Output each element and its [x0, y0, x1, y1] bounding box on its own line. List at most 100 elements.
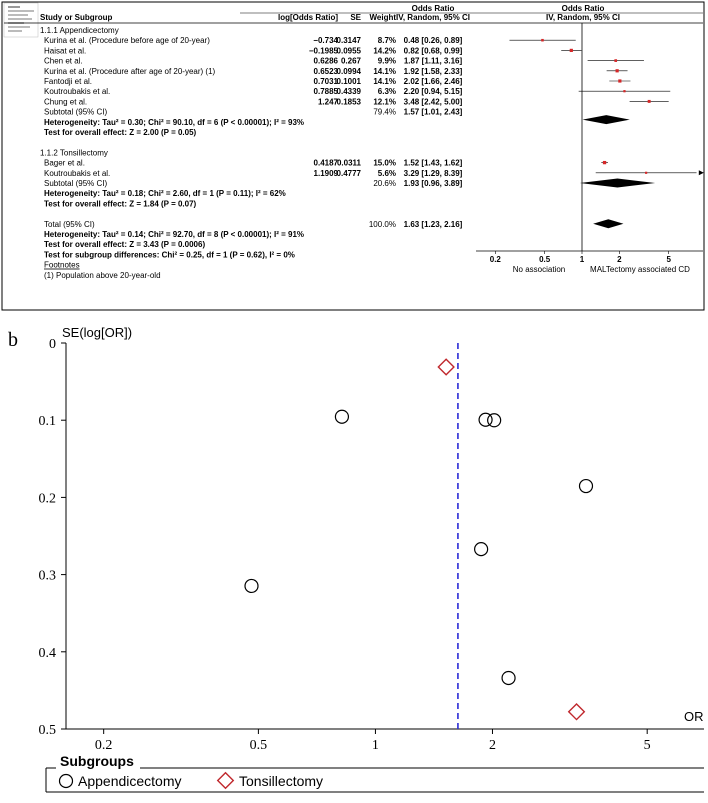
forest-left-label: No association	[513, 265, 565, 274]
panel-label: b	[8, 329, 18, 351]
x-tick-label: 2	[489, 738, 496, 753]
appendicectomy-point	[474, 542, 489, 557]
study-name: Chen et al.	[44, 57, 83, 66]
footnotes-title: Footnotes	[44, 261, 80, 270]
study-se: 0.0311	[337, 159, 362, 168]
appendicectomy-point	[501, 670, 516, 686]
study-name: Kurina et al. (Procedure after age of 20…	[44, 67, 216, 76]
study-weight: 12.1%	[373, 97, 396, 106]
study-ci: 3.48 [2.42, 5.00]	[404, 97, 463, 106]
study-ci: 2.02 [1.66, 2.46]	[404, 77, 463, 86]
total-weight: 100.0%	[369, 220, 396, 229]
study-name: Chung et al.	[44, 97, 87, 106]
legend: Subgroups Appendicectomy Tonsillectomy	[45, 753, 704, 793]
total-label: Total (95% CI)	[44, 220, 95, 229]
study-se: 0.4777	[337, 169, 362, 178]
study-point	[618, 79, 622, 83]
header-log-or: log[Odds Ratio]	[278, 13, 338, 22]
study-se: 0.0955	[337, 46, 362, 55]
funnel-axes: 0 0.1 0.2 0.3 0.4 0.5 0.2 0.5 1 2 5	[39, 337, 704, 753]
header-study: Study or Subgroup	[40, 13, 113, 22]
x-tick-label: 0.2	[95, 738, 113, 753]
forest-tick-label: 0.2	[490, 255, 502, 264]
forest-plot: Study or Subgroup log[Odds Ratio] SE Wei…	[1, 1, 705, 311]
overall-effect-text: Test for overall effect: Z = 1.84 (P = 0…	[44, 199, 197, 208]
study-point	[615, 69, 619, 73]
footnote-text: (1) Population above 20-year-old	[44, 271, 161, 280]
legend-appendicectomy-label: Appendicectomy	[78, 773, 182, 789]
study-point	[569, 48, 573, 53]
y-tick-label: 0.1	[39, 414, 57, 429]
study-ci: 3.29 [1.29, 8.39]	[404, 169, 463, 178]
study-ci: 0.82 [0.68, 0.99]	[404, 46, 463, 55]
publisher-thumbnail	[3, 2, 39, 38]
study-point	[614, 59, 618, 62]
heterogeneity-text: Heterogeneity: Tau² = 0.30; Chi² = 90.10…	[44, 118, 304, 127]
study-se: 0.1853	[337, 97, 362, 106]
study-se: 0.267	[341, 57, 362, 66]
study-weight: 14.1%	[373, 77, 396, 86]
appendicectomy-point	[487, 413, 502, 428]
study-ci: 1.52 [1.43, 1.62]	[404, 159, 463, 168]
funnel-plot: b SE(log[OR]) 00.10.20.30.40.50.2 0.5 1 2 5 …	[8, 325, 704, 753]
study-se: 0.3147	[337, 36, 362, 45]
header-plot-sub: IV, Random, 95% CI	[546, 13, 620, 22]
x-tick-label: 1	[372, 738, 379, 753]
study-log-or: 1.1909	[314, 169, 339, 178]
study-point	[602, 160, 607, 165]
study-log-or: 0.7031	[314, 77, 339, 86]
total-diamond	[593, 219, 624, 229]
subgroup-difference-text: Test for subgroup differences: Chi² = 0.…	[44, 250, 295, 259]
study-weight: 8.7%	[378, 36, 396, 45]
study-ci: 1.92 [1.58, 2.33]	[404, 67, 463, 76]
study-se: 0.4339	[337, 87, 362, 96]
subgroup-title: 1.1.1 Appendicectomy	[40, 26, 119, 35]
x-axis-title: OR	[684, 709, 704, 724]
study-name: Bager et al.	[44, 159, 85, 168]
subtotal-weight: 79.4%	[373, 108, 396, 117]
legend-tonsillectomy-label: Tonsillectomy	[239, 773, 323, 789]
study-weight: 14.1%	[373, 67, 396, 76]
appendicectomy-point	[478, 412, 493, 427]
study-ci: 0.48 [0.26, 0.89]	[404, 36, 463, 45]
appendicectomy-point	[334, 409, 350, 424]
subtotal-label: Subtotal (95% CI)	[44, 108, 107, 117]
x-tick-label: 5	[644, 738, 651, 753]
subtotal-ci: 1.57 [1.01, 2.43]	[404, 108, 463, 117]
study-name: Kurina et al. (Procedure before age of 2…	[44, 36, 210, 45]
study-point	[541, 38, 544, 42]
study-log-or: 1.247	[318, 97, 339, 106]
funnel-points	[244, 358, 594, 721]
subgroup-title: 1.1.2 Tonsillectomy	[40, 148, 108, 157]
header-or-sub: IV, Random, 95% CI	[396, 13, 470, 22]
subtotal-diamond	[579, 178, 656, 188]
y-tick-label: 0.2	[39, 491, 57, 506]
study-log-or: 0.7885	[314, 87, 339, 96]
forest-right-label: MALTectomy associated CD	[590, 265, 690, 274]
forest-tick-label: 1	[580, 255, 585, 264]
study-weight: 15.0%	[373, 159, 396, 168]
forest-tick-label: 2	[617, 255, 622, 264]
study-log-or: 0.6523	[314, 67, 339, 76]
legend-tonsillectomy-marker	[216, 771, 235, 790]
study-name: Fantodji et al.	[44, 77, 92, 86]
x-tick-label: 0.5	[250, 738, 268, 753]
study-log-or: −0.1985	[309, 46, 339, 55]
study-log-or: 0.6286	[314, 57, 339, 66]
y-tick-label: 0.5	[39, 723, 57, 738]
subtotal-ci: 1.93 [0.96, 3.89]	[404, 179, 463, 188]
study-log-or: −0.734	[313, 36, 338, 45]
study-name: Koutroubakis et al.	[44, 169, 110, 178]
legend-appendicectomy-marker	[58, 773, 74, 789]
subtotal-weight: 20.6%	[373, 179, 396, 188]
y-tick-label: 0.3	[39, 569, 57, 584]
forest-tick-label: 0.5	[539, 255, 551, 264]
total-heterogeneity-text: Heterogeneity: Tau² = 0.14; Chi² = 92.70…	[44, 230, 304, 239]
appendicectomy-point	[578, 478, 594, 494]
header-plot-group: Odds Ratio	[562, 4, 605, 13]
y-tick-label: 0.4	[39, 646, 57, 661]
total-ci: 1.63 [1.23, 2.16]	[404, 220, 463, 229]
subtotal-label: Subtotal (95% CI)	[44, 179, 107, 188]
